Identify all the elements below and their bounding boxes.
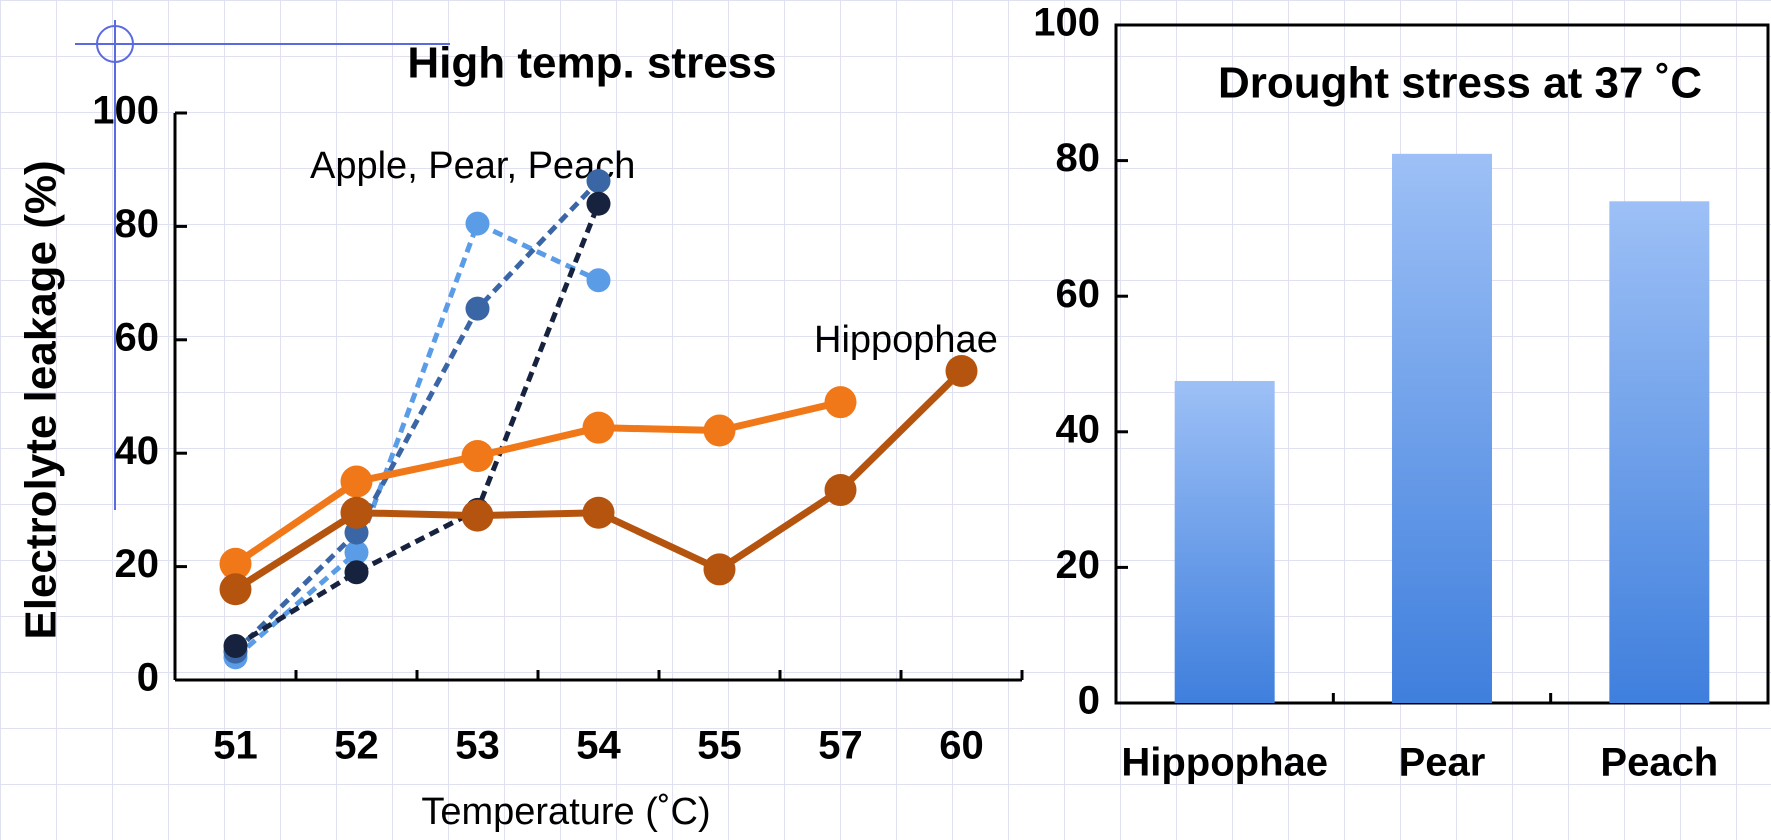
- y-tick-label: 20: [1056, 543, 1101, 587]
- y-tick-label: 60: [1056, 272, 1101, 316]
- marker: [465, 211, 490, 236]
- x-tick-label: 60: [939, 724, 984, 768]
- marker: [344, 540, 369, 565]
- line: [233, 220, 600, 660]
- marker: [582, 411, 615, 444]
- y-axis-label: Electrolyte leakage (%): [17, 160, 66, 639]
- marker: [586, 169, 611, 194]
- decor-circle: [96, 25, 134, 63]
- y-tick-label: 0: [1078, 679, 1100, 723]
- x-axis-label: Temperature (˚C): [421, 791, 710, 833]
- chart-title: High temp. stress: [407, 39, 776, 88]
- bar: [1392, 153, 1492, 703]
- marker: [340, 465, 373, 498]
- x-tick-label: 53: [455, 724, 500, 768]
- x-tick-label: 54: [576, 724, 621, 768]
- x-tick-label: 55: [697, 724, 742, 768]
- marker: [945, 354, 978, 387]
- bar: [1609, 201, 1710, 703]
- x-tick-label: 57: [818, 724, 863, 768]
- marker: [582, 496, 615, 529]
- marker: [219, 573, 252, 606]
- marker: [340, 496, 373, 529]
- y-tick-label: 80: [1056, 136, 1101, 180]
- line: [233, 398, 842, 567]
- marker: [344, 560, 369, 585]
- y-tick-label: 100: [1033, 1, 1100, 45]
- marker: [703, 553, 736, 586]
- y-tick-label: 60: [115, 315, 160, 359]
- marker: [461, 440, 494, 473]
- y-tick-label: 20: [115, 542, 160, 586]
- annotation: Hippophae: [814, 319, 998, 361]
- bar: [1174, 380, 1275, 703]
- marker: [219, 547, 252, 580]
- y-tick-label: 0: [137, 656, 159, 700]
- marker: [586, 191, 611, 216]
- marker: [586, 268, 611, 293]
- x-tick-label: Pear: [1399, 741, 1486, 785]
- line: [233, 179, 601, 654]
- chart-title: Drought stress at 37 ˚C: [1218, 59, 1702, 108]
- y-tick-label: 100: [92, 89, 159, 133]
- x-tick-label: 52: [334, 724, 379, 768]
- y-tick-label: 40: [115, 429, 160, 473]
- marker: [223, 633, 248, 658]
- y-tick-label: 40: [1056, 407, 1101, 451]
- annotation: Apple, Pear, Peach: [310, 145, 635, 187]
- y-tick-label: 80: [115, 202, 160, 246]
- marker: [703, 414, 736, 447]
- marker: [824, 386, 857, 419]
- marker: [465, 296, 490, 321]
- x-tick-label: Hippophae: [1121, 741, 1328, 785]
- marker: [824, 474, 857, 507]
- marker: [461, 499, 494, 532]
- x-tick-label: Peach: [1600, 741, 1718, 785]
- line: [234, 202, 601, 649]
- x-tick-label: 51: [213, 724, 258, 768]
